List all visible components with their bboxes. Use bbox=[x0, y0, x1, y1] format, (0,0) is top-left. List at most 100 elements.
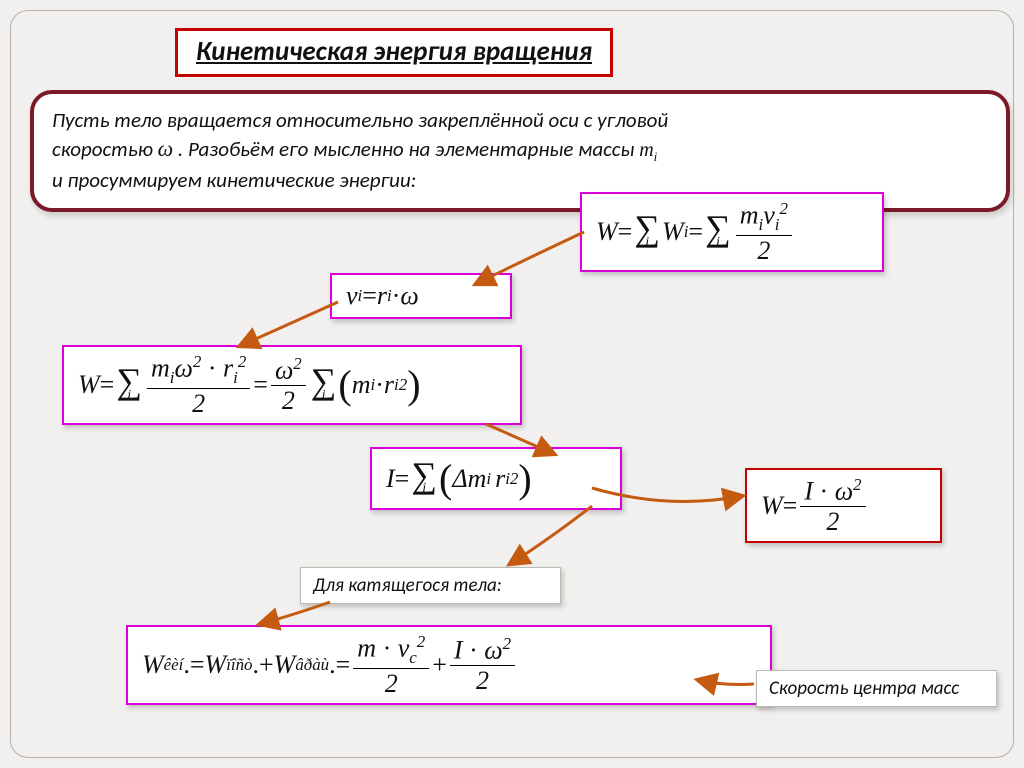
body-p2: скоростью bbox=[52, 136, 158, 162]
eq2-dot: · bbox=[392, 281, 401, 311]
eq6-den2: 2 bbox=[472, 666, 493, 694]
eq3-m2: m bbox=[352, 370, 371, 400]
eq3-W: W bbox=[78, 370, 100, 400]
eq6-sq2: 2 bbox=[503, 634, 511, 653]
sigma-icon: ∑i bbox=[634, 216, 660, 247]
mi-symbol: mi bbox=[639, 139, 657, 161]
eq5-dot: · bbox=[813, 477, 835, 506]
equation-W-expanded: W = ∑i miω2 · ri2 2 = ω2 2 ∑i ( mi · ri2… bbox=[62, 345, 522, 425]
equation-W-rolling: Wêèí . = Wïîñò . + Wâðàù . = m · vc2 2 +… bbox=[126, 625, 772, 705]
eq4-r: r bbox=[495, 464, 505, 494]
eq4-dm: Δm bbox=[452, 464, 486, 494]
eq1-W: W bbox=[596, 217, 618, 247]
sigma-icon: ∑i bbox=[411, 463, 437, 494]
equation-I: I = ∑i ( Δmi ri2 ) bbox=[370, 447, 622, 510]
eq6-p1: + bbox=[259, 650, 274, 680]
eq6-s1: êèí bbox=[164, 655, 184, 675]
sigma-icon: ∑i bbox=[116, 369, 142, 400]
eq3-d1: · bbox=[201, 354, 223, 383]
eq6-s2: ïîñò bbox=[226, 655, 252, 675]
label-cm-text: Скорость центра масс bbox=[769, 677, 959, 700]
sigma-icon: ∑i bbox=[311, 369, 337, 400]
eq3-om2: ω bbox=[275, 356, 293, 385]
eq3-frac1: miω2 · ri2 2 bbox=[147, 353, 250, 417]
eq5-frac: I · ω2 2 bbox=[800, 476, 865, 535]
eq2-r: r bbox=[377, 281, 387, 311]
equation-W-final: W = I · ω2 2 bbox=[745, 468, 942, 543]
eq2-eq: = bbox=[362, 281, 377, 311]
eq1-Wi: W bbox=[662, 217, 684, 247]
body-p3: . Разобьём его мысленно на элементарные … bbox=[178, 136, 639, 162]
mi-m: m bbox=[639, 139, 653, 161]
eq4-i1: i bbox=[422, 484, 426, 494]
eq1-m: m bbox=[740, 201, 759, 230]
eq5-W: W bbox=[761, 491, 783, 521]
eq3-i1: i bbox=[127, 391, 131, 401]
eq4-I: I bbox=[386, 464, 395, 494]
eq6-v: v bbox=[398, 634, 410, 663]
eq3-s3: 2 bbox=[293, 354, 301, 373]
eq6-den1: 2 bbox=[381, 669, 402, 697]
eq6-p2: + bbox=[432, 650, 447, 680]
eq1-eq1: = bbox=[618, 217, 633, 247]
eq6-W3: W bbox=[274, 650, 296, 680]
eq5-I: I bbox=[804, 477, 813, 506]
eq3-frac2: ω2 2 bbox=[271, 355, 306, 414]
eq3-den2: 2 bbox=[278, 386, 299, 414]
eq3-d2: · bbox=[375, 370, 384, 400]
body-p4: и просуммируем кинетические энергии: bbox=[52, 167, 416, 193]
eq2-v: v bbox=[346, 281, 358, 311]
eq6-m2: · bbox=[463, 636, 485, 665]
rparen-icon: ) bbox=[518, 455, 531, 502]
eq1-i3: i bbox=[716, 238, 720, 248]
eq6-c: c bbox=[409, 648, 417, 667]
equation-vi: vi = ri · ω bbox=[330, 273, 512, 319]
eq6-W1: W bbox=[142, 650, 164, 680]
eq1-i1: i bbox=[645, 238, 649, 248]
lparen-icon: ( bbox=[439, 455, 452, 502]
eq4-sq: 2 bbox=[510, 469, 518, 489]
rparen-icon: ) bbox=[407, 361, 420, 408]
sigma-icon: ∑i bbox=[705, 216, 731, 247]
eq3-s2: 2 bbox=[238, 352, 246, 371]
eq5-den: 2 bbox=[822, 507, 843, 535]
eq3-den1: 2 bbox=[188, 389, 209, 417]
title-text: Кинетическая энергия вращения bbox=[196, 35, 592, 68]
mi-i: i bbox=[654, 149, 658, 164]
lparen-icon: ( bbox=[338, 361, 351, 408]
eq6-frac1: m · vc2 2 bbox=[353, 633, 429, 697]
eq5-sq: 2 bbox=[853, 475, 861, 494]
eq3-eq2: = bbox=[253, 370, 268, 400]
eq6-eq2: = bbox=[336, 650, 351, 680]
eq5-eq: = bbox=[783, 491, 798, 521]
eq5-om: ω bbox=[835, 477, 853, 506]
eq1-sq: 2 bbox=[779, 199, 787, 218]
eq6-m1: · bbox=[376, 634, 398, 663]
omega-symbol: ω bbox=[158, 136, 174, 161]
label-rolling-body: Для катящегося тела: bbox=[300, 567, 561, 604]
eq6-m: m bbox=[357, 634, 376, 663]
slide: Кинетическая энергия вращения Пусть тело… bbox=[0, 0, 1024, 768]
eq2-om: ω bbox=[400, 281, 418, 311]
eq6-s3: âðàù bbox=[295, 655, 329, 675]
eq1-eq2: = bbox=[688, 217, 703, 247]
title-box: Кинетическая энергия вращения bbox=[175, 28, 613, 77]
eq3-r2: r bbox=[384, 370, 394, 400]
eq6-I: I bbox=[454, 636, 463, 665]
eq3-eq1: = bbox=[100, 370, 115, 400]
eq4-eq: = bbox=[395, 464, 410, 494]
eq3-s4: 2 bbox=[399, 375, 407, 395]
eq6-sq1: 2 bbox=[417, 632, 425, 651]
eq1-frac: mivi2 2 bbox=[736, 200, 792, 264]
eq3-m: m bbox=[151, 354, 170, 383]
body-p1: Пусть тело вращается относительно закреп… bbox=[52, 107, 668, 133]
eq6-frac2: I · ω2 2 bbox=[450, 635, 515, 694]
eq3-om1: ω bbox=[175, 354, 193, 383]
eq6-W2: W bbox=[205, 650, 227, 680]
eq4-mi: i bbox=[486, 469, 491, 489]
equation-W-sum: W = ∑i Wi = ∑i mivi2 2 bbox=[580, 192, 884, 272]
eq1-v: v bbox=[763, 201, 775, 230]
label-rolling-text: Для катящегося тела: bbox=[313, 574, 502, 597]
eq3-i2: i bbox=[322, 391, 326, 401]
eq1-den: 2 bbox=[753, 236, 774, 264]
